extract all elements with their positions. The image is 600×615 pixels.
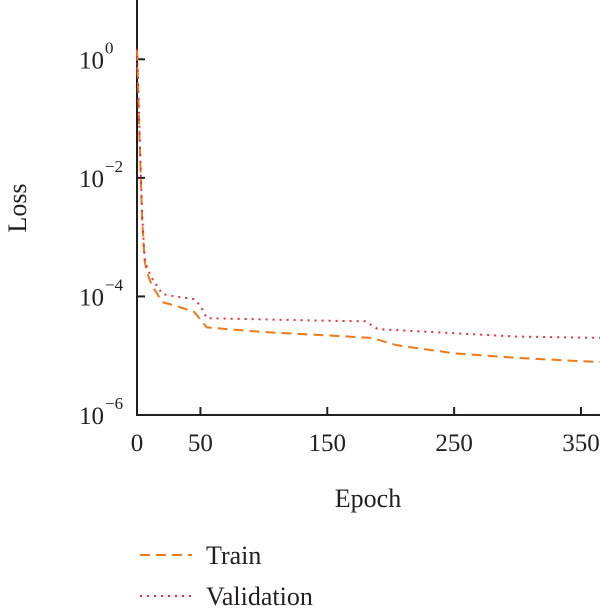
y-tick-label: 10 0 bbox=[79, 38, 114, 74]
x-axis-title: Epoch bbox=[335, 484, 401, 513]
y-tick-base: 10 bbox=[79, 403, 104, 430]
y-tick-label: 10 −6 bbox=[79, 394, 123, 430]
y-tick-exponent: −2 bbox=[105, 157, 123, 176]
series-line-train bbox=[136, 50, 600, 364]
x-tick-label: 150 bbox=[309, 430, 347, 457]
y-tick-exponent: 0 bbox=[105, 38, 114, 57]
series-lines bbox=[136, 48, 600, 364]
legend-train-label: Train bbox=[206, 541, 261, 570]
legend-validation-label: Validation bbox=[206, 582, 313, 611]
x-tick-label: 250 bbox=[435, 430, 473, 457]
y-axis-title: Loss bbox=[3, 183, 32, 232]
y-tick-exponent: −4 bbox=[105, 275, 124, 294]
y-tick-base: 10 bbox=[79, 166, 104, 193]
y-tick-base: 10 bbox=[79, 284, 104, 311]
y-tick-exponent: −6 bbox=[105, 394, 123, 413]
y-tick-label: 10 −4 bbox=[79, 275, 124, 311]
legend: Train Validation bbox=[140, 541, 313, 611]
x-tick-label: 350 bbox=[562, 430, 600, 457]
axes-frame bbox=[136, 0, 600, 416]
x-tick-label: 50 bbox=[188, 430, 213, 457]
y-tick-base: 10 bbox=[79, 47, 104, 74]
x-axis-ticks: 0 50 150 250 350 bbox=[131, 407, 600, 457]
y-tick-label: 10 −2 bbox=[79, 157, 123, 193]
x-tick-label: 0 bbox=[131, 430, 144, 457]
series-line-validation bbox=[136, 48, 600, 339]
